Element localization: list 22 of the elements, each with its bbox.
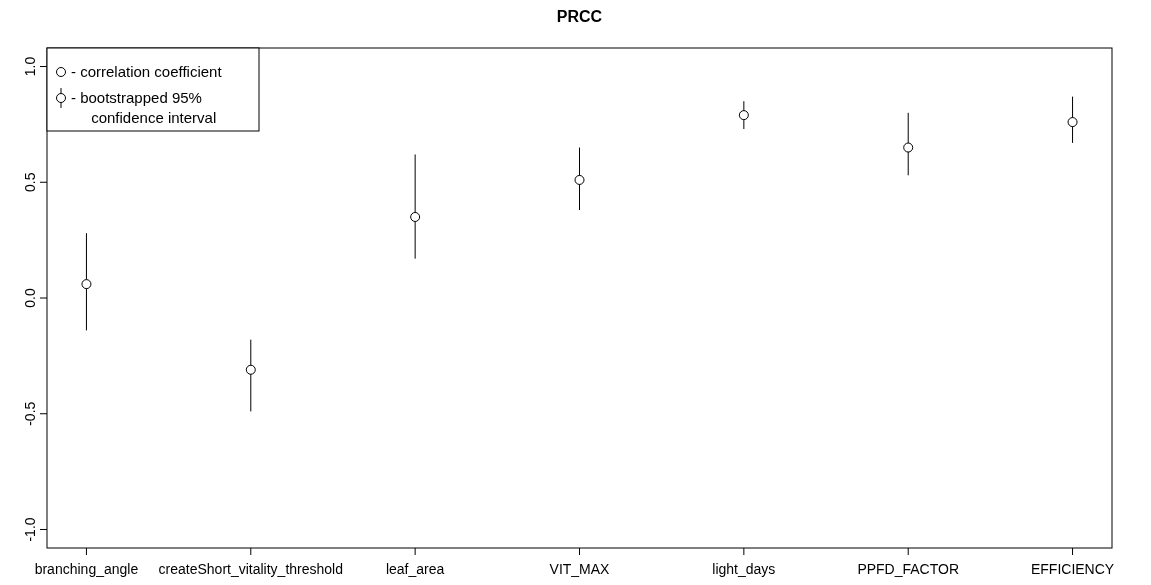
y-tick-label: -0.5 — [22, 401, 38, 426]
x-tick-label: branching_angle — [34, 561, 139, 577]
x-tick-label: VIT_MAX — [549, 561, 611, 577]
point — [903, 142, 914, 153]
y-tick-label: 1.0 — [22, 56, 38, 77]
point — [738, 110, 749, 121]
point — [1067, 117, 1078, 128]
point — [245, 364, 256, 375]
point — [81, 279, 92, 290]
legend-label: - correlation coefficient — [71, 63, 223, 80]
y-tick-label: 0.0 — [22, 288, 38, 308]
x-tick-label: createShort_vitality_threshold — [158, 561, 344, 577]
x-tick-label: PPFD_FACTOR — [857, 561, 960, 577]
chart-title: PRCC — [556, 8, 603, 25]
x-tick-label: light_days — [712, 561, 776, 577]
annotation: - bootstrapped 95% confidence interval — [71, 89, 217, 126]
y-tick-label: 0.5 — [22, 172, 38, 192]
point — [410, 211, 421, 222]
y-tick-label: -1.0 — [22, 517, 38, 542]
x-tick-label: leaf_area — [385, 561, 445, 577]
x-tick-label: EFFICIENCY — [1030, 561, 1115, 577]
point — [574, 174, 585, 185]
